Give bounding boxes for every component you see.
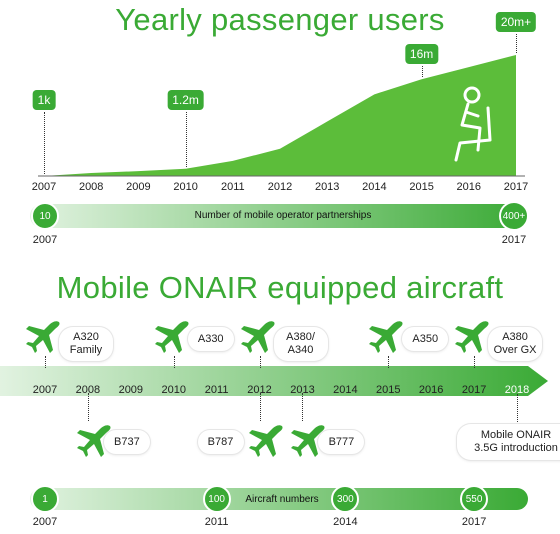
aircraft-pointer	[302, 393, 304, 421]
seated-passenger-icon	[454, 86, 492, 162]
year-tick-label: 2014	[362, 181, 387, 193]
partnerships-end-circle: 400+	[499, 201, 529, 231]
aircraft-number-circle: 1	[31, 485, 59, 513]
aircraft-number-year: 2011	[204, 516, 229, 528]
aircraft-number-year: 2017	[461, 516, 487, 528]
passenger-callout: 20m+	[495, 12, 537, 32]
year-tick-label: 2016	[456, 181, 482, 193]
aircraft-title: Mobile ONAIR equipped aircraft	[56, 270, 504, 305]
timeline-year-label: 2007	[32, 384, 58, 396]
airplane-icon	[246, 422, 286, 467]
aircraft-number-circle: 100	[202, 485, 231, 513]
year-tick-label: 2015	[409, 181, 434, 193]
passenger-users-title: Yearly passenger users	[115, 2, 445, 37]
aircraft-number-circle: 300	[331, 485, 360, 513]
passenger-area	[44, 55, 516, 176]
year-tick-label: 2013	[314, 181, 340, 193]
airplane-icon	[452, 318, 492, 363]
aircraft-number-year: 2007	[32, 516, 58, 528]
aircraft-type-label: A350	[412, 332, 439, 345]
year-tick-label: 2007	[31, 181, 57, 193]
year-tick-label: 2008	[78, 181, 104, 193]
aircraft-pointer	[259, 393, 261, 421]
aircraft-label-cloud	[318, 430, 365, 454]
timeline-year-label: 2009	[118, 384, 144, 396]
introduction-note: Mobile ONAIR 3.5G introduction	[474, 429, 558, 454]
aircraft-number-circle: 550	[460, 485, 489, 513]
timeline-year-label: 2011	[204, 384, 229, 396]
passenger-callout: 1k	[32, 90, 56, 110]
aircraft-pointer	[259, 356, 261, 368]
timeline-year-label: 2013	[290, 384, 315, 396]
aircraft-type-label: A380 Over GX	[493, 331, 537, 356]
aircraft-pointer	[474, 356, 476, 368]
aircraft-label-cloud	[103, 430, 150, 454]
partnerships-start-circle: 10	[31, 202, 59, 230]
passenger-callout: 1.2m	[167, 90, 204, 110]
partnerships-label: Number of mobile operator partnerships	[194, 210, 372, 221]
partnerships-end-year: 2017	[501, 234, 527, 246]
timeline-year-label: 2010	[161, 384, 186, 396]
timeline-year-label: 2016	[418, 384, 444, 396]
callout-pointer	[185, 112, 187, 167]
airplane-icon	[238, 318, 278, 363]
year-tick-label: 2009	[126, 181, 151, 193]
aircraft-label-cloud	[59, 327, 113, 361]
year-tick-label: 2017	[503, 181, 529, 193]
aircraft-pointer	[87, 393, 89, 421]
timeline-year-label: 2018	[504, 384, 530, 396]
aircraft-numbers-label: Aircraft numbers	[245, 494, 319, 505]
aircraft-number-year: 2014	[333, 516, 358, 528]
passenger-area-chart	[38, 55, 525, 177]
year-tick-label: 2012	[267, 181, 293, 193]
airplane-icon	[152, 318, 192, 363]
year-tick-label: 2010	[173, 181, 198, 193]
airplane-icon	[366, 318, 406, 363]
passenger-callout: 16m	[404, 44, 439, 64]
airplane-icon	[23, 318, 63, 363]
aircraft-label-cloud	[402, 327, 449, 351]
aircraft-label-cloud	[187, 327, 234, 351]
aircraft-type-label: A380/ A340	[286, 331, 315, 356]
aircraft-label-cloud	[273, 327, 328, 361]
callout-pointer	[516, 34, 517, 53]
timeline-year-label: 2012	[247, 384, 272, 396]
aircraft-pointer	[45, 356, 46, 368]
timeline-year-label: 2014	[333, 384, 358, 396]
aircraft-type-label: B737	[114, 435, 140, 448]
timeline-year-label: 2008	[75, 384, 101, 396]
airplane-icon	[288, 422, 328, 467]
aircraft-label-cloud	[488, 327, 543, 361]
partnerships-start-year: 2007	[32, 234, 58, 246]
aircraft-label-cloud	[197, 430, 244, 454]
callout-pointer	[44, 112, 45, 174]
aircraft-type-label: A330	[197, 332, 224, 345]
aircraft-pointer	[388, 356, 390, 368]
aircraft-type-label: B787	[207, 435, 234, 448]
timeline-year-label: 2015	[376, 384, 401, 396]
introduction-pointer	[517, 394, 518, 424]
partnerships-bar	[30, 204, 528, 228]
aircraft-type-label: B777	[328, 435, 355, 448]
aircraft-type-label: A320 Family	[69, 331, 103, 356]
airplane-icon	[74, 422, 114, 467]
aircraft-pointer	[173, 356, 175, 368]
timeline-year-label: 2017	[461, 384, 487, 396]
aircraft-timeline-band	[0, 366, 548, 396]
aircraft-numbers-bar	[30, 488, 528, 510]
introduction-cloud	[457, 424, 560, 460]
callout-pointer	[421, 66, 423, 78]
year-tick-label: 2011	[220, 181, 245, 193]
